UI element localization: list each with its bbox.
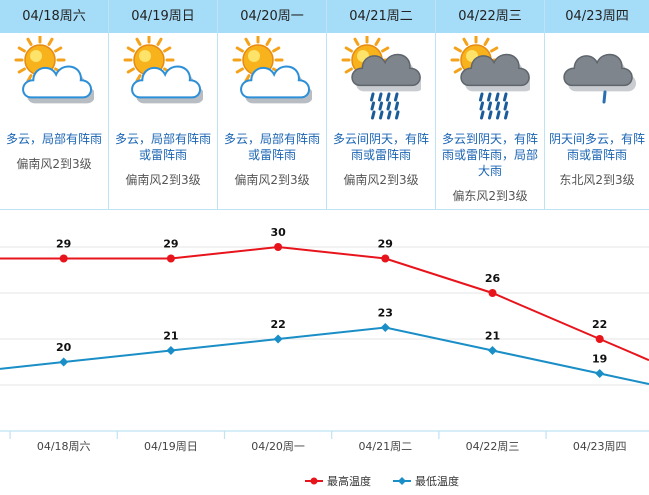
sun-rain-icon [450, 34, 534, 120]
day-date: 04/21周二 [327, 0, 435, 33]
sun-cloud-icon [14, 34, 96, 120]
low-temp-point [595, 369, 605, 378]
high-temp-point [274, 243, 283, 251]
forecast-strip: 04/18周六 多云，局部有阵雨 偏南风2到3级 04/19周日 多云，局部有阵… [0, 0, 649, 210]
data-label: 30 [270, 226, 286, 239]
sun-cloud-icon [232, 34, 314, 120]
low-temp-point [380, 323, 390, 332]
low-temp-point [59, 357, 69, 367]
low-temp-line [0, 326, 649, 386]
day-date: 04/19周日 [109, 0, 217, 33]
high-temp-point [488, 289, 497, 297]
wind-info: 偏南风2到3级 [125, 173, 201, 187]
high-temp-point [166, 254, 175, 263]
x-tick-label: 04/18周六 [37, 440, 91, 453]
data-label: 29 [163, 238, 178, 251]
sun-rain-icon [341, 34, 425, 120]
x-tick-label: 04/22周三 [466, 440, 520, 453]
data-label: 22 [270, 318, 285, 331]
data-label: 29 [56, 238, 71, 251]
data-label: 22 [592, 318, 607, 331]
sun-cloud-icon [123, 34, 205, 120]
x-tick-label: 04/23周四 [573, 440, 627, 453]
high-temp-point [381, 254, 390, 263]
low-temp-point [488, 346, 497, 355]
day-date: 04/23周四 [545, 0, 649, 33]
weather-description: 阴天间多云，有阵雨或雷阵雨 [548, 132, 645, 162]
weather-description: 多云，局部有阵雨或雷阵雨 [114, 132, 211, 162]
cloud-rain-icon [559, 36, 639, 120]
x-tick-label: 04/21周二 [358, 440, 412, 453]
low-temp-point [166, 346, 176, 355]
day-date: 04/22周三 [436, 0, 544, 33]
day-card: 04/20周一 多云，局部有阵雨或雷阵雨 偏南风2到3级 [218, 0, 327, 210]
high-temp-line [0, 245, 649, 362]
weather-description: 多云，局部有阵雨 [5, 132, 102, 146]
wind-info: 东北风2到3级 [559, 173, 635, 187]
data-label: 29 [378, 238, 393, 251]
data-label: 21 [485, 330, 500, 343]
x-tick-label: 04/19周日 [144, 440, 198, 453]
wind-info: 偏南风2到3级 [343, 173, 419, 187]
day-date: 04/18周六 [0, 0, 108, 33]
day-card: 04/18周六 多云，局部有阵雨 偏南风2到3级 [0, 0, 109, 210]
high-temp-point [595, 335, 604, 343]
legend-marker [310, 477, 318, 485]
legend-marker [398, 477, 406, 485]
wind-info: 偏南风2到3级 [16, 157, 92, 171]
data-label: 26 [485, 272, 501, 285]
wind-info: 偏东风2到3级 [452, 189, 528, 203]
data-label: 20 [56, 341, 72, 354]
day-card: 04/19周日 多云，局部有阵雨或雷阵雨 偏南风2到3级 [109, 0, 218, 210]
data-label: 23 [378, 307, 393, 320]
day-date: 04/20周一 [218, 0, 326, 33]
legend-label: 最高温度 [327, 474, 371, 488]
weather-description: 多云间阴天，有阵雨或雷阵雨 [332, 132, 429, 162]
x-tick-label: 04/20周一 [251, 440, 305, 453]
low-temp-point [273, 334, 283, 344]
day-card: 04/23周四 阴天间多云，有阵雨或雷阵雨 东北风2到3级 [545, 0, 649, 210]
data-label: 21 [163, 330, 178, 343]
wind-info: 偏南风2到3级 [234, 173, 310, 187]
day-card: 04/21周二 多云间阴天，有阵雨或雷阵雨 偏南风2到3级 [327, 0, 436, 210]
high-temp-point [59, 254, 68, 263]
temperature-chart: 04/18周六 04/19周日 04/20周一 04/21周二 04/22周三 04/23… [0, 226, 649, 488]
weather-description: 多云，局部有阵雨或雷阵雨 [223, 132, 320, 162]
legend-label: 最低温度 [415, 474, 459, 488]
data-label: 19 [592, 353, 607, 366]
day-card: 04/22周三 多云到阴天，有阵雨或雷阵雨，局部大雨 偏东风2到3级 [436, 0, 545, 210]
weather-description: 多云到阴天，有阵雨或雷阵雨，局部大雨 [441, 132, 538, 178]
